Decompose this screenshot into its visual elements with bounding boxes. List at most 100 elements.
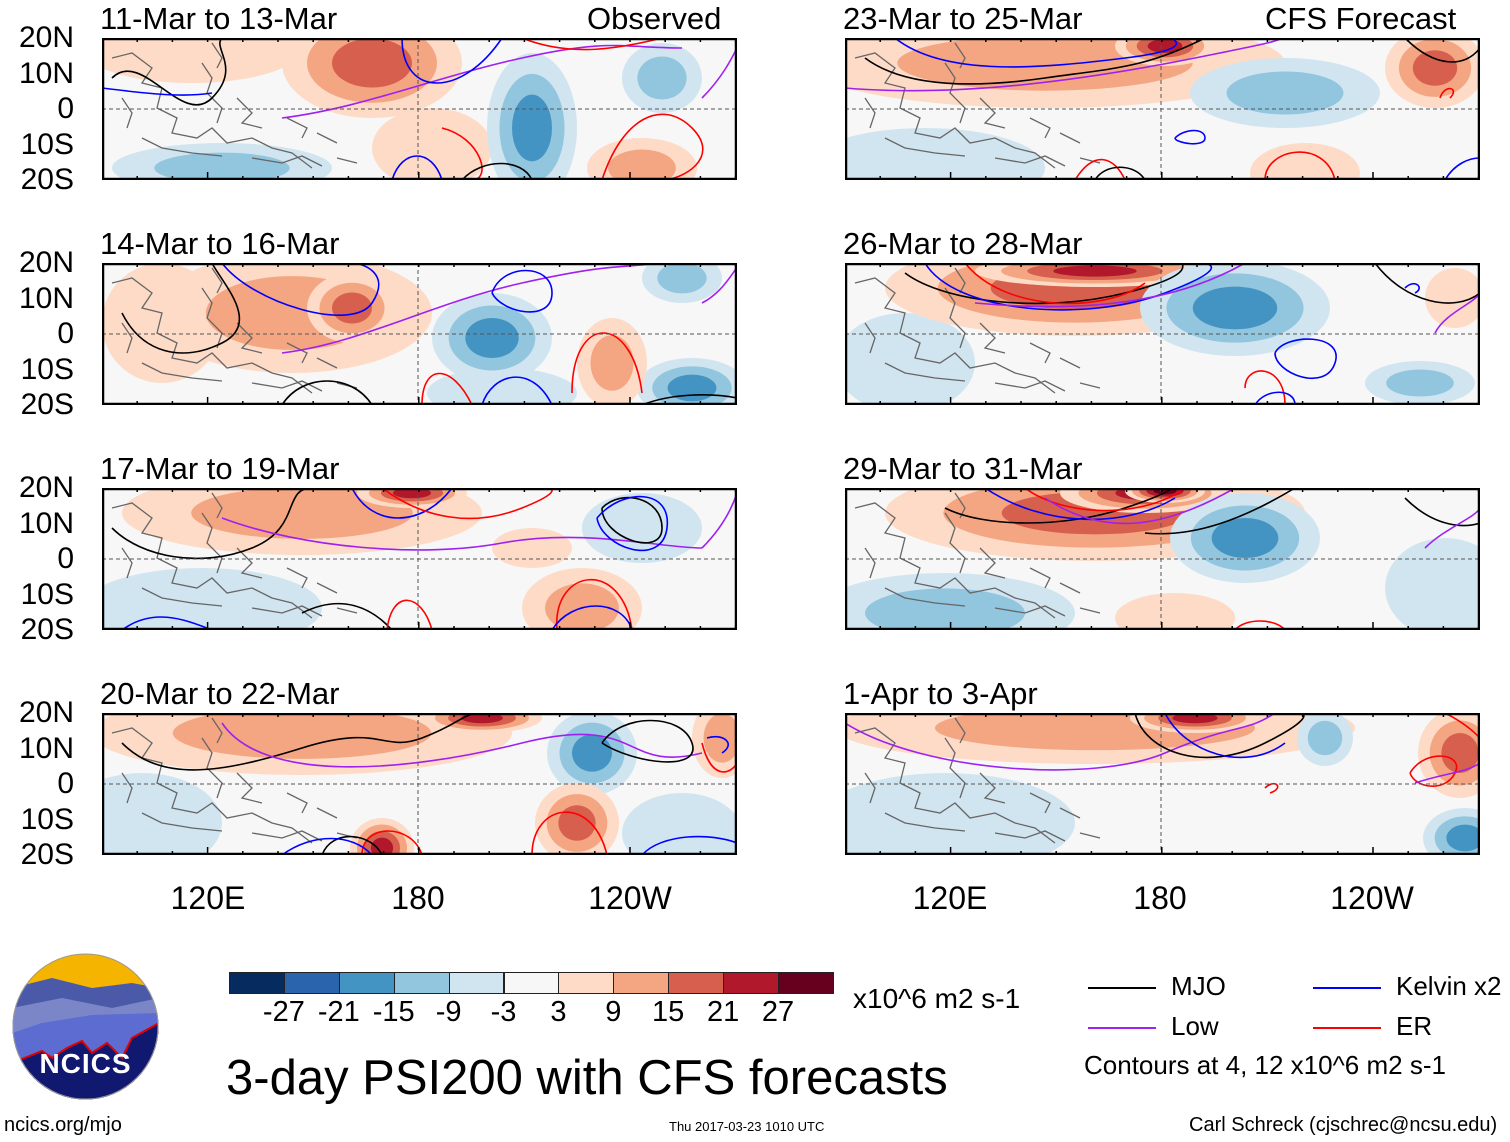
- anomaly-shading: [1425, 268, 1480, 328]
- logo-text: NCICS: [39, 1048, 132, 1079]
- legend-line-low: [1088, 1027, 1156, 1029]
- psi200-map: [102, 263, 737, 405]
- y-axis-label: 20S: [20, 613, 74, 646]
- colorbar-swatch: [503, 972, 560, 994]
- legend-label: ER: [1396, 1011, 1433, 1041]
- contour-line: [845, 38, 1286, 92]
- x-axis-label: 120W: [588, 880, 672, 916]
- contour-line: [386, 599, 433, 630]
- anomaly-shading: [492, 528, 572, 568]
- contour-line: [491, 269, 553, 313]
- contour-line: [1234, 620, 1286, 630]
- colorbar-tick: -21: [317, 996, 360, 1028]
- y-axis-label: 10N: [18, 281, 74, 315]
- anomaly-shading: [608, 149, 676, 180]
- contour-line: [1074, 158, 1126, 180]
- psi200-map: [845, 263, 1480, 405]
- anomaly-shading: [1441, 733, 1479, 773]
- contour-line: [531, 811, 608, 855]
- psi200-map: [102, 713, 737, 855]
- legend-line-mjo: [1088, 987, 1156, 989]
- contour-line: [1404, 497, 1480, 527]
- contour-line: [1264, 151, 1336, 180]
- anomaly-shading: [102, 38, 302, 83]
- contour-line: [1414, 762, 1480, 784]
- colorbar-swatch: [613, 972, 670, 994]
- x-axis-label: 180: [1133, 880, 1187, 916]
- y-axis-label: 10S: [20, 127, 74, 161]
- panel-frame: [102, 488, 737, 630]
- anomaly-shading: [1446, 824, 1480, 852]
- colorbar-swatch: [338, 972, 395, 994]
- contour-line: [1444, 157, 1480, 180]
- colorbar-tick: 21: [706, 996, 740, 1028]
- colorbar-tick: 9: [605, 996, 622, 1028]
- panel-title: 23-Mar to 25-Mar: [843, 1, 1083, 36]
- contour-line: [1094, 166, 1146, 180]
- anomaly-shading: [590, 335, 634, 391]
- contour-line: [221, 722, 703, 768]
- psi200-map: [845, 713, 1480, 855]
- contour-line: [281, 837, 373, 855]
- contour-line: [1404, 283, 1420, 294]
- anomaly-shading: [102, 568, 322, 630]
- contour-line: [1254, 391, 1296, 405]
- anomaly-shading: [1115, 593, 1235, 630]
- y-axis-label: 20N: [18, 471, 74, 504]
- colorbar-tick: 3: [550, 996, 567, 1028]
- x-axis-label: 120W: [1330, 880, 1414, 916]
- legend-line-er: [1313, 1027, 1381, 1029]
- coastline: [111, 717, 358, 844]
- anomaly-shading: [512, 94, 552, 162]
- panel-frame: [102, 713, 737, 855]
- y-axis-label: 10N: [18, 506, 74, 540]
- contour-line: [641, 835, 737, 855]
- colorbar-tick: 27: [761, 996, 795, 1028]
- map-panel: [845, 488, 1480, 630]
- panel-title: 29-Mar to 31-Mar: [843, 451, 1083, 486]
- contour-line: [121, 616, 213, 630]
- anomaly-shading: [1192, 286, 1278, 330]
- coastline: [111, 492, 358, 619]
- panel-title: 14-Mar to 16-Mar: [100, 226, 340, 261]
- ncics-logo: NCICS: [12, 953, 159, 1100]
- contour-line: [551, 605, 633, 630]
- y-axis-label: 20N: [18, 21, 74, 54]
- anomaly-shading: [845, 313, 975, 405]
- x-axis-label: 120E: [170, 880, 246, 916]
- x-axis-label: 120E: [912, 880, 988, 916]
- contour-line: [1024, 488, 1186, 512]
- colorbar-swatch: [229, 972, 285, 994]
- psi200-map: [845, 38, 1480, 180]
- contour-line: [706, 735, 729, 754]
- contour-line: [1264, 783, 1279, 794]
- anomaly-shading: [558, 805, 596, 841]
- y-axis-label: 20S: [20, 163, 74, 196]
- contour-line: [221, 263, 380, 316]
- y-axis-label: 20S: [20, 388, 74, 421]
- contour-line: [1174, 129, 1206, 145]
- contour-line: [1439, 87, 1455, 99]
- colorbar-tick: -15: [372, 996, 415, 1028]
- colorbar-swatch: [723, 972, 779, 994]
- y-axis-label: 10S: [20, 802, 74, 836]
- y-axis-label: 10N: [18, 731, 74, 765]
- contour-line: [461, 162, 533, 180]
- contour-line: [1164, 713, 1286, 759]
- contour-line: [984, 488, 1176, 521]
- anomaly-shading: [461, 713, 503, 724]
- colorbar-tick: -3: [490, 996, 517, 1028]
- coastline: [854, 267, 1101, 394]
- contour-line: [641, 394, 737, 405]
- colorbar-swatch: [668, 972, 725, 994]
- contour-line: [571, 332, 643, 394]
- legend-label: Low: [1171, 1011, 1219, 1041]
- contour-line: [281, 44, 683, 119]
- contour-line: [301, 602, 393, 630]
- anomaly-shading: [865, 588, 1025, 630]
- footer-url[interactable]: ncics.org/mjo: [4, 1114, 122, 1136]
- y-axis-label: 20N: [18, 246, 74, 279]
- psi200-map: [102, 488, 737, 630]
- anomaly-shading: [1053, 265, 1137, 277]
- map-panel: [102, 38, 737, 180]
